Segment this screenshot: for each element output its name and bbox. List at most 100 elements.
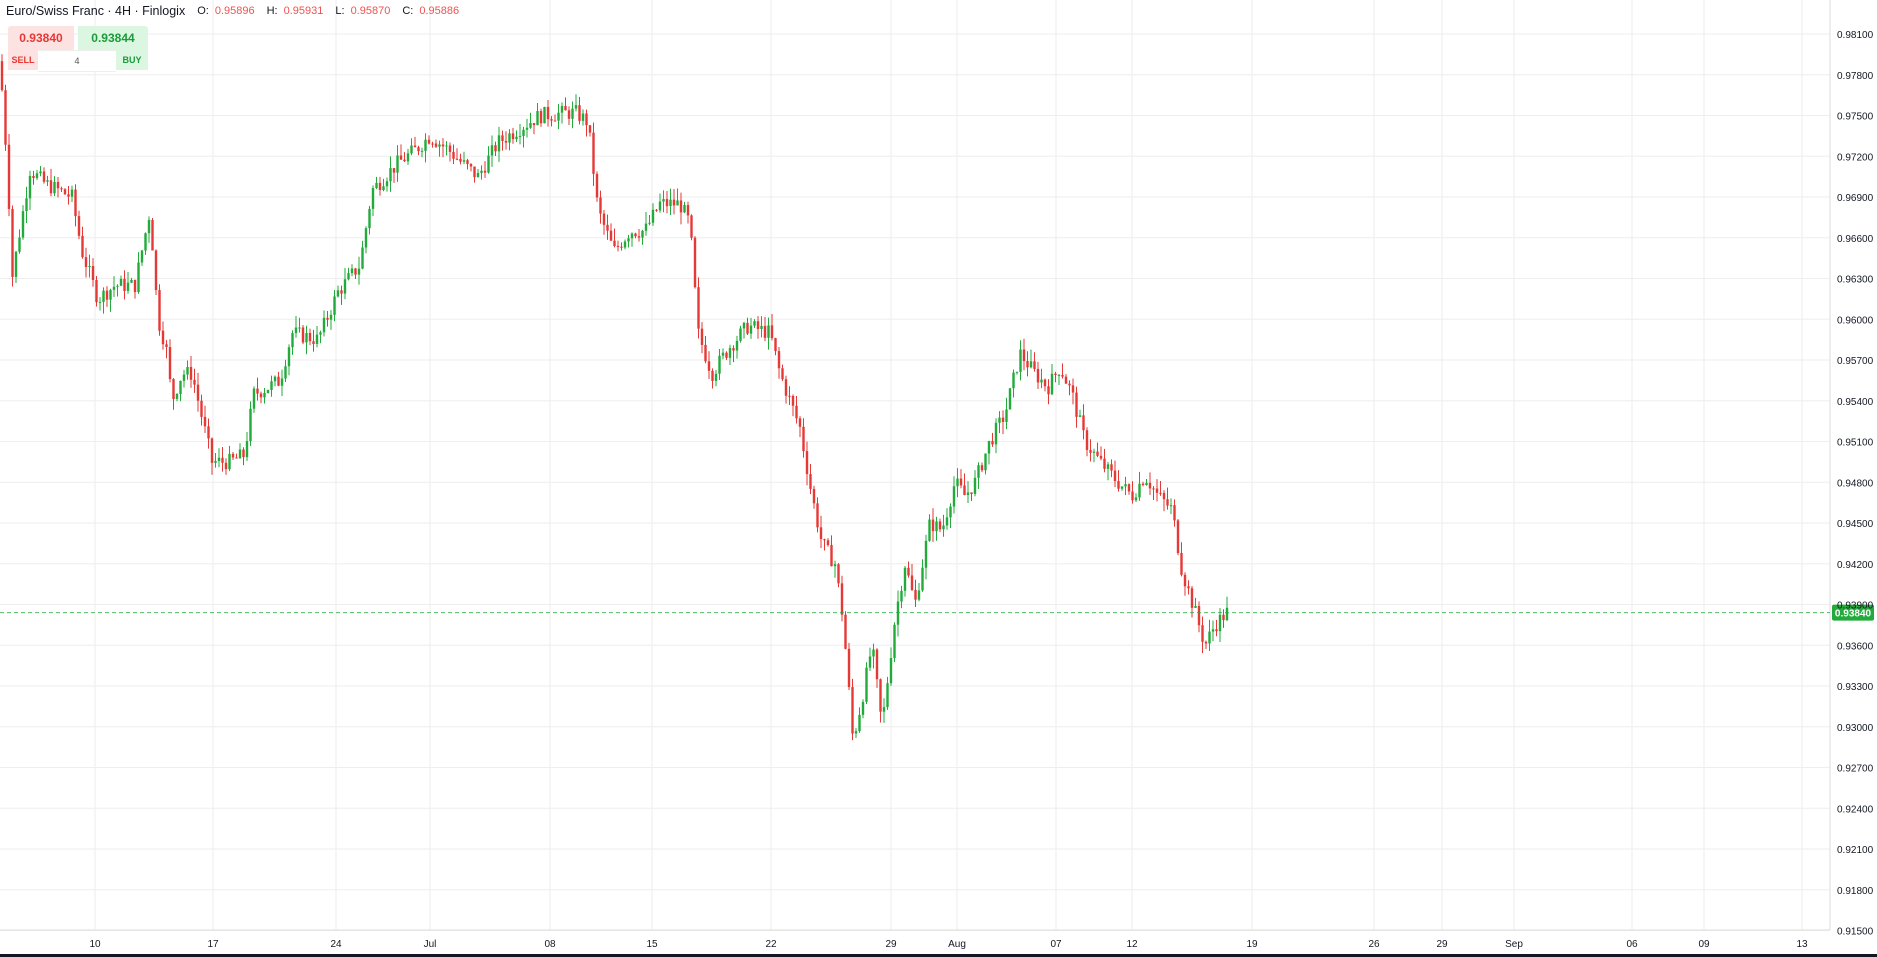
candle-body — [179, 380, 182, 394]
candle-body — [665, 199, 669, 207]
candle-body — [231, 453, 235, 458]
candle-body — [161, 330, 165, 345]
candle-body — [84, 257, 88, 267]
candle-body — [291, 333, 294, 348]
candle-body — [406, 153, 410, 162]
price-tick-label: 0.98100 — [1837, 30, 1874, 41]
candle-body — [683, 205, 686, 213]
buy-button[interactable]: BUY — [116, 50, 148, 70]
candle-body — [602, 213, 606, 225]
price-tick-label: 0.94800 — [1837, 478, 1874, 489]
candle-body — [123, 278, 126, 291]
candle-body — [361, 247, 364, 269]
candle-body — [322, 317, 326, 333]
candle-body — [1015, 371, 1019, 373]
candle-body — [571, 108, 574, 119]
candle-body — [221, 457, 224, 463]
candle-body — [875, 649, 879, 680]
sell-button[interactable]: SELL — [8, 50, 38, 70]
candle-body — [564, 106, 567, 111]
candle-body — [263, 392, 266, 398]
candle-body — [1057, 374, 1061, 376]
candle-body — [42, 171, 46, 182]
candle-body — [1152, 488, 1155, 490]
candle-body — [420, 150, 424, 152]
candle-body — [756, 321, 760, 329]
candle-body — [1075, 392, 1078, 417]
candle-body — [707, 361, 711, 371]
buy-price-button[interactable]: 0.93844 — [78, 26, 148, 50]
low-label: L: — [335, 5, 345, 17]
candle-body — [795, 405, 798, 419]
candle-body — [627, 238, 630, 242]
bottom-scrollbar[interactable] — [0, 954, 1877, 957]
quantity-field[interactable]: 4 — [38, 50, 116, 72]
candle-body — [903, 567, 907, 591]
low-value: 0.95870 — [350, 5, 391, 17]
candle-body — [473, 166, 476, 178]
candle-body — [532, 123, 536, 126]
candle-body — [1134, 497, 1138, 501]
candle-body — [1120, 486, 1124, 489]
date-tick-label: 26 — [1368, 939, 1380, 950]
candle-body — [686, 205, 690, 216]
candle-body — [522, 129, 525, 136]
candle-body — [784, 379, 788, 396]
candle-body — [1124, 484, 1127, 487]
candle-body — [410, 145, 413, 154]
candle-body — [441, 144, 445, 147]
date-tick-label: 07 — [1050, 939, 1062, 950]
candle-body — [287, 347, 291, 367]
candle-body — [833, 564, 837, 567]
candle-body — [424, 139, 427, 151]
candle-body — [739, 328, 742, 341]
candle-body — [375, 182, 378, 189]
candle-body — [966, 492, 970, 496]
candle-body — [1103, 458, 1106, 469]
date-tick-label: Sep — [1505, 939, 1523, 950]
candle-body — [746, 322, 749, 334]
candle-body — [347, 273, 350, 280]
candle-body — [917, 590, 921, 600]
candle-body — [207, 426, 210, 439]
candle-body — [224, 462, 228, 470]
candle-body — [550, 119, 553, 121]
candle-body — [630, 233, 634, 239]
candle-body — [753, 321, 756, 326]
last-price-line: 0.93840 — [0, 604, 1874, 621]
candle-body — [490, 145, 494, 156]
candle-body — [459, 158, 462, 162]
candle-body — [1159, 492, 1162, 494]
candle-body — [1225, 607, 1229, 621]
last-price-tag-label: 0.93840 — [1835, 609, 1872, 620]
candle-body — [1005, 409, 1008, 422]
candle-body — [1085, 430, 1089, 451]
sell-price-button[interactable]: 0.93840 — [8, 26, 74, 50]
candle-body — [945, 517, 949, 526]
open-label: O: — [197, 5, 209, 17]
candle-body — [777, 351, 781, 369]
candle-body — [518, 135, 522, 137]
candle-body — [658, 201, 662, 211]
candle-body — [46, 180, 49, 182]
candle-body — [851, 687, 854, 734]
candle-body — [60, 188, 63, 190]
candle-body — [182, 374, 186, 381]
candle-body — [865, 667, 868, 702]
candle-body — [588, 125, 592, 133]
candlestick-series — [0, 54, 1229, 741]
candle-body — [791, 395, 795, 406]
candle-body — [378, 182, 382, 190]
candle-body — [228, 453, 231, 470]
candle-body — [812, 488, 816, 504]
candle-body — [35, 173, 39, 179]
date-tick-label: 17 — [207, 939, 219, 950]
candle-body — [774, 338, 777, 352]
candle-body — [1089, 450, 1092, 453]
open-value: 0.95896 — [214, 5, 255, 17]
candle-body — [1068, 383, 1071, 386]
candle-body — [553, 120, 557, 122]
candle-body — [886, 683, 889, 708]
candle-body — [326, 317, 329, 320]
